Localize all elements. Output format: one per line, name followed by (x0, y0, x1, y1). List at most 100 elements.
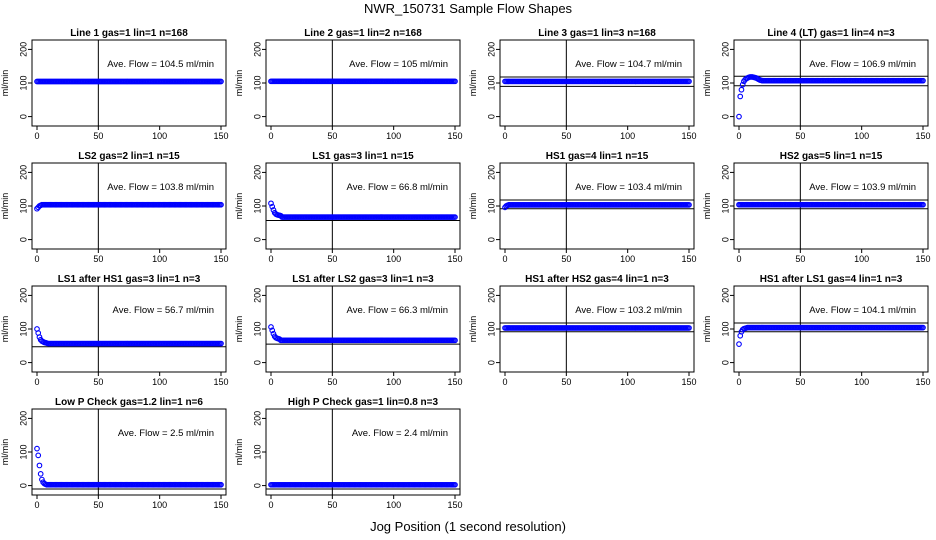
panel-title: LS1 gas=3 lin=1 n=15 (312, 151, 414, 162)
y-tick-label: 100 (252, 198, 262, 213)
average-flow-annotation: Ave. Flow = 103.2 ml/min (575, 305, 682, 316)
x-tick-label: 150 (915, 254, 930, 264)
flow-point (270, 330, 277, 337)
flow-point (920, 77, 926, 84)
y-tick-label: 200 (486, 165, 496, 180)
flow-panel: LS1 gas=3 lin=1 n=15 0 100 200 ml/min 0 50 100 1… (234, 151, 463, 264)
flow-point (39, 476, 45, 483)
y-tick-label: 100 (486, 321, 496, 336)
y-tick-label: 200 (18, 288, 28, 303)
y-tick-label: 200 (486, 288, 496, 303)
x-tick-label: 100 (386, 254, 401, 264)
panel-title: LS1 after HS1 gas=3 lin=1 n=3 (58, 274, 201, 285)
y-tick-label: 100 (18, 75, 28, 90)
average-flow-annotation: Ave. Flow = 66.3 ml/min (347, 305, 448, 316)
x-tick-label: 100 (620, 377, 635, 387)
y-axis-label: ml/min (702, 316, 712, 343)
y-axis-label: ml/min (0, 193, 10, 220)
flow-point (736, 341, 742, 347)
panel-title: HS1 after HS2 gas=4 lin=1 n=3 (525, 274, 669, 285)
y-tick-label: 0 (720, 114, 730, 119)
x-tick-label: 100 (620, 254, 635, 264)
x-tick-label: 100 (386, 131, 401, 141)
x-tick-label: 0 (268, 254, 273, 264)
y-axis-label: ml/min (234, 70, 244, 97)
y-tick-label: 0 (252, 237, 262, 242)
flow-point (920, 201, 926, 208)
flow-point (920, 324, 926, 331)
x-tick-label: 50 (561, 254, 571, 264)
x-tick-label: 50 (93, 131, 103, 141)
panel-title: High P Check gas=1 lin=0.8 n=3 (288, 397, 439, 408)
panel-title: Low P Check gas=1.2 lin=1 n=6 (55, 397, 203, 408)
flow-point (270, 207, 277, 213)
y-tick-label: 0 (486, 237, 496, 242)
flow-panel: Line 2 gas=1 lin=2 n=168 0 100 200 ml/min 0 50… (234, 28, 463, 141)
flow-panel: High P Check gas=1 lin=0.8 n=3 0 100 200 ml/… (234, 397, 463, 510)
y-tick-label: 200 (720, 42, 730, 57)
x-tick-label: 100 (854, 131, 869, 141)
y-axis-label: ml/min (234, 439, 244, 466)
x-tick-label: 50 (561, 377, 571, 387)
flow-point (37, 470, 44, 477)
panel-title: Line 3 gas=1 lin=3 n=168 (538, 28, 656, 39)
x-tick-label: 0 (34, 377, 39, 387)
x-tick-label: 100 (854, 254, 869, 264)
x-tick-label: 0 (34, 254, 39, 264)
x-tick-label: 50 (327, 500, 337, 510)
x-tick-label: 0 (736, 377, 741, 387)
x-tick-label: 0 (502, 377, 507, 387)
average-flow-annotation: Ave. Flow = 104.7 ml/min (575, 59, 682, 70)
x-tick-label: 150 (681, 131, 696, 141)
x-tick-label: 0 (268, 377, 273, 387)
average-flow-annotation: Ave. Flow = 2.5 ml/min (118, 428, 214, 439)
y-tick-label: 200 (252, 411, 262, 426)
flow-point (452, 78, 458, 85)
y-tick-label: 200 (252, 165, 262, 180)
x-tick-label: 100 (620, 131, 635, 141)
flow-panel: LS2 gas=2 lin=1 n=15 0 100 200 ml/min 0 50 100 1… (0, 151, 229, 264)
y-tick-label: 0 (18, 114, 28, 119)
flow-point (218, 78, 224, 85)
x-tick-label: 50 (795, 254, 805, 264)
y-tick-label: 100 (720, 321, 730, 336)
x-tick-label: 150 (447, 131, 462, 141)
y-axis-label: ml/min (468, 316, 478, 343)
x-tick-label: 50 (93, 377, 103, 387)
y-tick-label: 200 (486, 42, 496, 57)
panel-title: Line 2 gas=1 lin=2 n=168 (304, 28, 422, 39)
x-tick-label: 50 (327, 377, 337, 387)
y-axis-label: ml/min (702, 70, 712, 97)
flow-point (218, 340, 224, 347)
y-tick-label: 100 (252, 321, 262, 336)
panel-frame (31, 285, 227, 373)
y-axis-label: ml/min (0, 316, 10, 343)
y-tick-label: 200 (18, 42, 28, 57)
flow-point (686, 325, 692, 331)
panel-title: Line 4 (LT) gas=1 lin=4 n=3 (767, 28, 895, 39)
x-tick-label: 0 (736, 254, 741, 264)
x-tick-label: 150 (447, 254, 462, 264)
panel-frame (265, 285, 461, 373)
average-flow-annotation: Ave. Flow = 104.1 ml/min (809, 305, 916, 316)
x-tick-label: 150 (213, 131, 228, 141)
x-tick-label: 50 (93, 500, 103, 510)
x-tick-label: 50 (561, 131, 571, 141)
y-tick-label: 0 (252, 114, 262, 119)
y-tick-label: 200 (18, 411, 28, 426)
average-flow-annotation: Ave. Flow = 103.8 ml/min (107, 182, 214, 193)
figure-title: NWR_150731 Sample Flow Shapes (363, 1, 573, 16)
flow-panel: HS1 gas=4 lin=1 n=15 0 100 200 ml/min 0 50 100 1… (468, 151, 697, 264)
average-flow-annotation: Ave. Flow = 104.5 ml/min (107, 59, 214, 70)
y-axis-label: ml/min (234, 193, 244, 220)
average-flow-annotation: Ave. Flow = 106.9 ml/min (809, 59, 916, 70)
y-tick-label: 0 (18, 237, 28, 242)
y-tick-label: 0 (18, 483, 28, 488)
flow-point (737, 93, 744, 100)
x-tick-label: 100 (152, 500, 167, 510)
y-tick-label: 200 (720, 165, 730, 180)
average-flow-annotation: Ave. Flow = 105 ml/min (349, 59, 448, 70)
flow-point (686, 202, 692, 208)
flow-point (218, 201, 224, 208)
panel-title: HS2 gas=5 lin=1 n=15 (780, 151, 883, 162)
